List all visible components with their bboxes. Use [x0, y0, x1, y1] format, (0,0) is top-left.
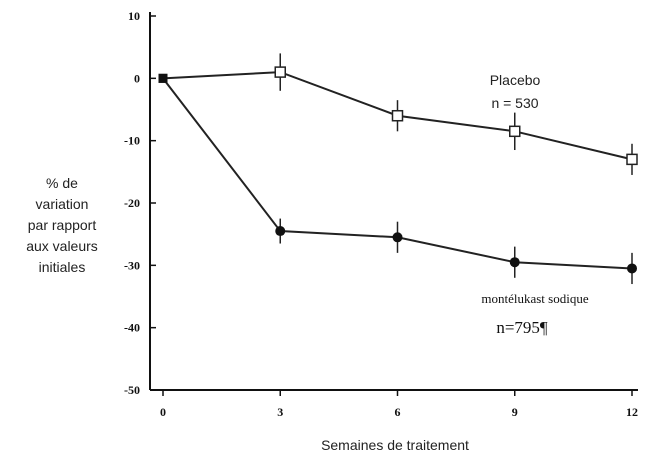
- data-point: [274, 66, 286, 78]
- data-point: [627, 263, 637, 274]
- y-axis-label-line-4: aux valeurs: [26, 238, 98, 254]
- x-tick-label: 12: [626, 405, 638, 419]
- axes: 10 0 -10 -20 -30 -40 -50 0 3 6 9 12: [124, 9, 638, 419]
- montelukast-label-line-1: montélukast sodique: [481, 291, 588, 306]
- montelukast-label-line-2: n=795¶: [496, 318, 548, 337]
- y-axis-label-line-1: % de: [46, 175, 78, 191]
- series-layer: [158, 53, 638, 285]
- placebo-label-line-2: n = 530: [491, 95, 538, 111]
- y-axis-label-line-5: initiales: [39, 259, 86, 275]
- x-tick-label: 6: [395, 405, 401, 419]
- x-axis-label: Semaines de traitement: [321, 437, 469, 453]
- data-point: [509, 125, 521, 138]
- y-tick-label: -20: [124, 196, 140, 210]
- data-point: [509, 257, 520, 268]
- x-tick-label: 0: [160, 405, 166, 419]
- data-point: [626, 153, 638, 166]
- data-point: [391, 109, 404, 122]
- y-tick-label: -30: [124, 258, 140, 272]
- baseline-marker: [158, 73, 168, 83]
- y-tick-label: 0: [134, 71, 140, 85]
- data-point: [275, 226, 286, 237]
- y-axis-label-line-2: variation: [36, 196, 89, 212]
- y-tick-label: 10: [128, 9, 140, 23]
- y-axis-label-line-3: par rapport: [28, 217, 97, 233]
- placebo-label-line-1: Placebo: [490, 72, 541, 88]
- x-tick-label: 3: [277, 405, 283, 419]
- data-point: [392, 232, 403, 243]
- x-tick-label: 9: [512, 405, 518, 419]
- y-tick-label: -10: [124, 134, 140, 148]
- y-tick-label: -50: [124, 383, 140, 397]
- y-tick-label: -40: [124, 321, 140, 335]
